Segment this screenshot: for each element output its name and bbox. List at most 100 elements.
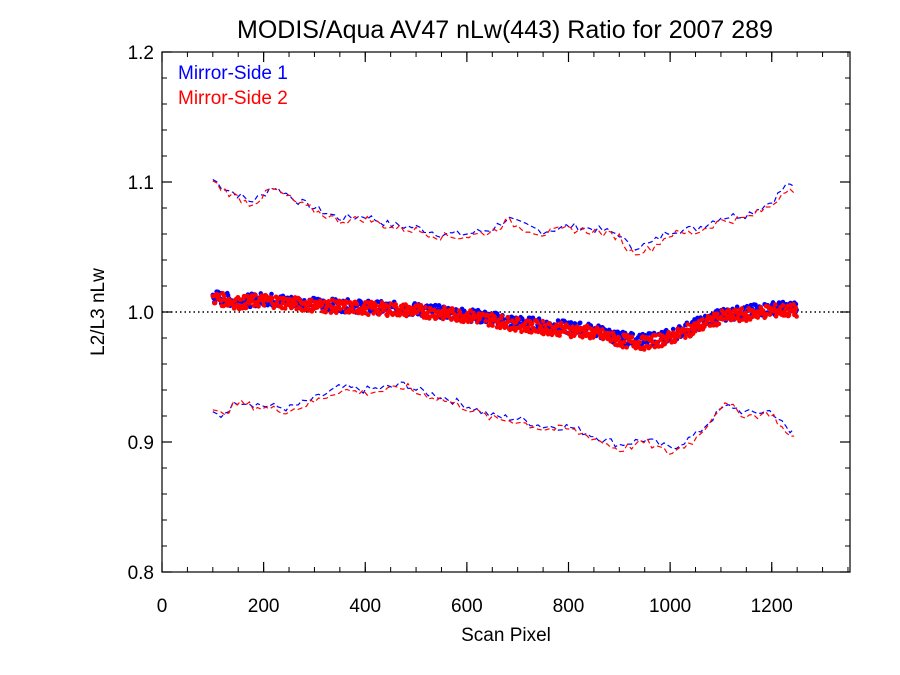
mean-point	[274, 301, 280, 306]
mean-point	[474, 320, 480, 325]
lower-band-line	[212, 382, 795, 456]
mean-point	[468, 308, 473, 313]
mean-point	[351, 309, 357, 315]
legend-entry-mirror-side-2: Mirror-Side 2	[178, 88, 288, 109]
y-tick-label: 1.2	[128, 43, 154, 64]
mean-point	[629, 334, 635, 340]
x-tick-label: 200	[248, 596, 280, 617]
mean-point	[637, 340, 642, 345]
mean-point	[716, 321, 722, 327]
mean-point	[622, 339, 627, 345]
mean-point	[650, 340, 655, 345]
mean-point	[317, 298, 323, 304]
mean-point	[269, 295, 275, 301]
mean-point	[755, 315, 761, 320]
mean-point	[743, 310, 748, 316]
mean-point	[750, 308, 756, 314]
upper-band-line	[212, 178, 795, 251]
mean-point	[333, 299, 338, 304]
mean-point	[641, 347, 647, 352]
mean-point	[526, 325, 531, 330]
mean-point	[451, 311, 456, 316]
mean-point	[648, 344, 653, 349]
mean-point	[658, 337, 664, 342]
x-tick-label: 0	[157, 596, 168, 617]
mean-point	[699, 317, 705, 322]
mean-point	[606, 330, 612, 336]
mean-point	[670, 330, 676, 336]
y-axis-label: L2/L3 nLw	[88, 268, 109, 356]
mean-point	[558, 320, 564, 326]
y-tick-label: 1.0	[128, 303, 154, 324]
mean-point	[503, 324, 509, 329]
mean-point	[398, 310, 403, 315]
mean-point	[253, 292, 258, 298]
mean-point	[450, 307, 456, 312]
mean-point	[773, 302, 778, 307]
legend-entry-mirror-side-1: Mirror-Side 1	[178, 63, 288, 84]
mean-point	[572, 321, 578, 326]
series-layer	[210, 178, 799, 456]
mean-point	[420, 309, 426, 315]
mean-point	[667, 331, 672, 336]
x-tick-label: 400	[349, 596, 381, 617]
mean-point	[715, 311, 720, 316]
mean-point	[319, 302, 325, 308]
mean-point	[261, 302, 267, 308]
mean-point	[457, 310, 463, 315]
mean-point	[568, 320, 574, 325]
mean-point	[794, 314, 799, 319]
mean-point	[535, 320, 540, 325]
mean-point	[529, 321, 535, 326]
mean-point	[378, 310, 383, 316]
mean-point	[547, 322, 552, 327]
mean-point	[620, 344, 626, 350]
mean-point	[686, 327, 691, 333]
mean-point	[485, 313, 491, 319]
y-tick-labels: 0.8 0.9 1.0 1.1 1.2	[128, 43, 154, 584]
mean-point	[244, 305, 249, 311]
mean-point	[786, 312, 792, 318]
legend: Mirror-Side 1 Mirror-Side 2	[178, 63, 288, 109]
mean-point	[780, 302, 786, 308]
x-tick-labels: 0 200 400 600 800 1000 1200	[157, 596, 793, 617]
mean-point	[426, 316, 432, 321]
mean-point	[483, 318, 488, 324]
mean-point	[767, 312, 773, 317]
mean-point	[308, 297, 314, 303]
mean-point	[373, 302, 379, 308]
y-tick-label: 1.1	[128, 173, 154, 194]
mean-point	[660, 333, 665, 339]
mean-point	[434, 315, 440, 321]
mean-point	[506, 319, 511, 324]
mean-point	[425, 309, 431, 315]
mean-point	[418, 302, 424, 308]
mean-point	[293, 301, 299, 307]
mean-point	[599, 327, 605, 332]
x-tick-label: 1000	[649, 596, 691, 617]
mean-point	[791, 302, 796, 307]
mean-point	[221, 293, 227, 299]
mean-point	[490, 323, 495, 328]
mean-point	[326, 299, 331, 304]
mean-point	[670, 326, 676, 332]
mean-point	[616, 335, 622, 341]
mean-point	[739, 306, 745, 311]
mean-point	[555, 318, 561, 323]
mean-point	[499, 313, 504, 319]
mean-point	[662, 341, 668, 347]
y-tick-label: 0.8	[128, 563, 154, 584]
mean-point	[664, 338, 670, 343]
mean-point	[540, 318, 546, 324]
mean-point	[256, 304, 261, 309]
x-tick-label: 800	[553, 596, 585, 617]
mean-point	[740, 317, 745, 322]
mean-point	[269, 291, 274, 297]
mean-point	[760, 308, 766, 313]
mean-point	[234, 302, 240, 308]
x-tick-label: 1200	[751, 596, 793, 617]
mean-point	[505, 314, 511, 320]
lower-band-line	[212, 381, 795, 450]
mean-point	[624, 345, 629, 350]
mean-point	[354, 301, 360, 307]
